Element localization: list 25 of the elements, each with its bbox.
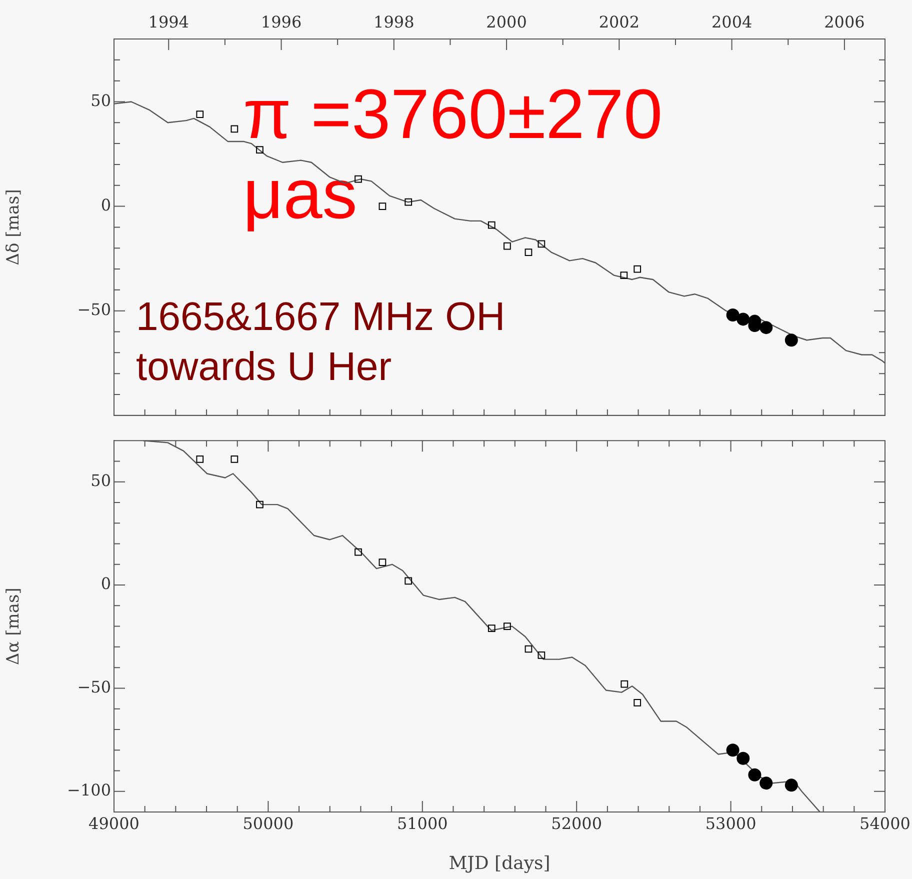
annotation: π =3760±270 μas (243, 74, 664, 234)
x-tick-label: 50000 (242, 814, 294, 833)
y-tick-label: −50 (77, 677, 111, 696)
x2-tick-label: 2004 (711, 12, 752, 32)
y-tick-label: 0 (100, 195, 111, 214)
x2-tick-label: 2000 (486, 12, 527, 32)
y-tick-label: 50 (90, 471, 111, 490)
x2-tick-label: 2002 (598, 12, 640, 32)
y-tick-label: 50 (90, 90, 111, 110)
x2-tick-label: 1996 (260, 12, 302, 32)
y-tick-label: −100 (67, 780, 111, 800)
x-tick-label: 49000 (88, 814, 140, 833)
x2-tick-label: 1994 (148, 12, 189, 32)
x2-tick-label: 1998 (374, 12, 414, 32)
y-tick-label: −50 (77, 300, 111, 319)
x2-tick-label: 2006 (824, 12, 865, 32)
y-axis-title: Δδ [mas] (4, 189, 24, 266)
y-tick-label: 0 (100, 574, 111, 594)
annotation: 1665&1667 MHz OH towards U Her (136, 294, 506, 391)
y-axis-title: Δα [mas] (4, 588, 24, 666)
x-axis-title: MJD [days] (448, 852, 550, 874)
x-tick-label: 52000 (551, 814, 602, 833)
x-tick-label: 51000 (396, 814, 448, 833)
x-tick-label: 54000 (860, 814, 910, 833)
x-tick-label: 53000 (705, 814, 756, 833)
